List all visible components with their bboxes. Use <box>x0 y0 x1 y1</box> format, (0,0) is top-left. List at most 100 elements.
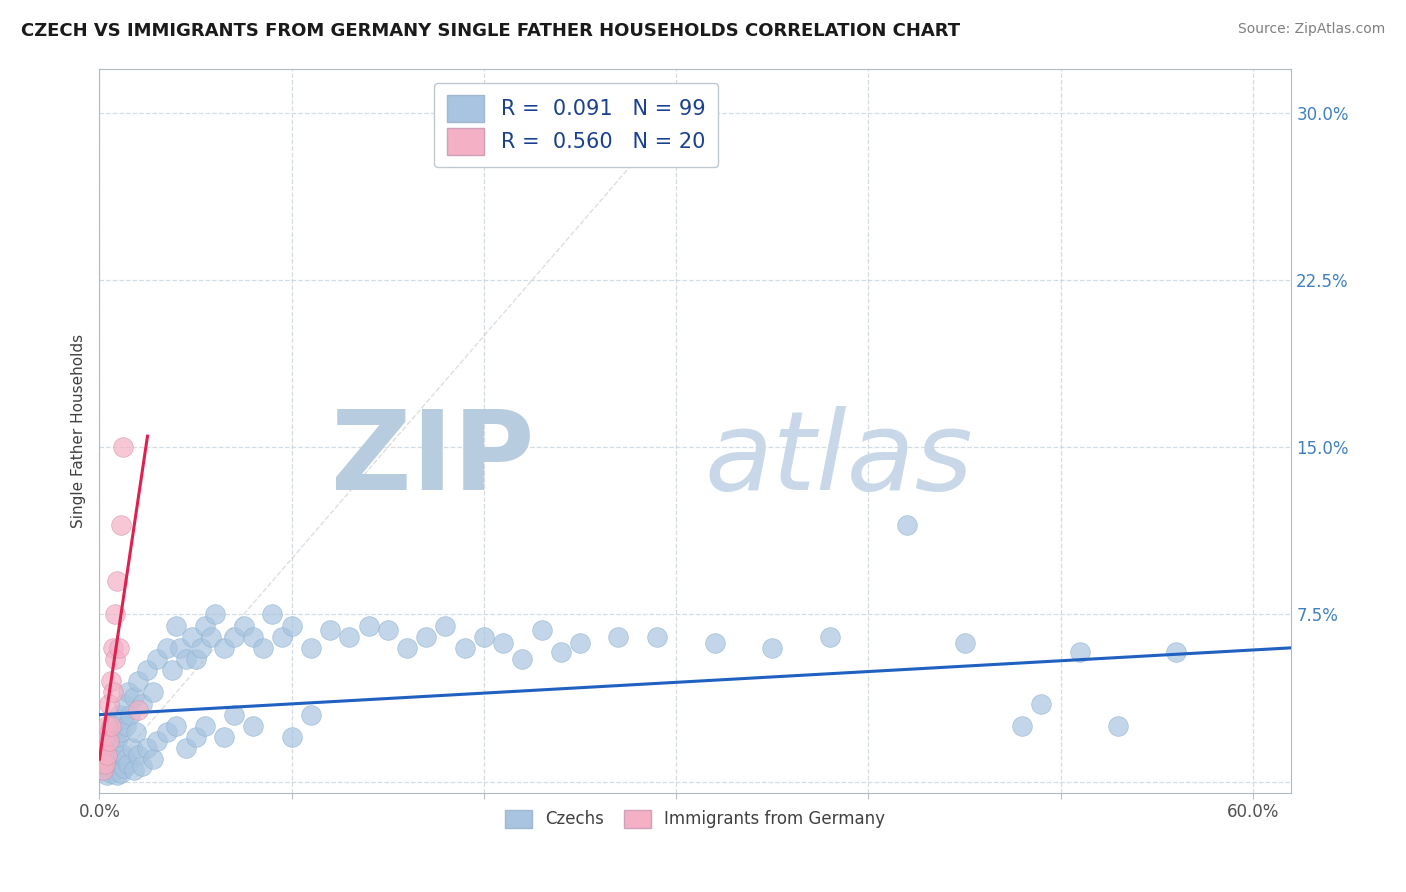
Point <box>271 630 294 644</box>
Point <box>94 747 117 762</box>
Point <box>112 761 135 775</box>
Point <box>184 730 207 744</box>
Point <box>111 440 134 454</box>
Point <box>100 674 122 689</box>
Point <box>703 636 725 650</box>
Point <box>96 747 118 762</box>
Point <box>1164 645 1187 659</box>
Point <box>280 730 302 744</box>
Point <box>512 652 534 666</box>
Point <box>204 607 226 622</box>
Point <box>299 707 322 722</box>
Point <box>222 707 245 722</box>
Legend: Czechs, Immigrants from Germany: Czechs, Immigrants from Germany <box>499 803 891 835</box>
Point <box>107 640 129 655</box>
Point <box>96 768 118 782</box>
Point <box>111 747 134 762</box>
Point <box>242 719 264 733</box>
Point <box>818 630 841 644</box>
Point <box>454 640 477 655</box>
Point <box>107 707 129 722</box>
Point <box>115 752 138 766</box>
Point <box>104 607 127 622</box>
Point <box>96 719 118 733</box>
Point <box>472 630 495 644</box>
Point <box>121 741 143 756</box>
Point <box>111 712 134 726</box>
Y-axis label: Single Father Households: Single Father Households <box>72 334 86 528</box>
Point <box>169 640 191 655</box>
Point <box>127 703 149 717</box>
Point <box>98 697 121 711</box>
Point <box>91 764 114 778</box>
Point <box>94 730 117 744</box>
Point <box>105 734 128 748</box>
Point <box>492 636 515 650</box>
Point <box>357 618 380 632</box>
Text: Source: ZipAtlas.com: Source: ZipAtlas.com <box>1237 22 1385 37</box>
Point <box>165 719 187 733</box>
Point <box>105 768 128 782</box>
Point <box>94 756 117 771</box>
Point <box>104 764 127 778</box>
Point <box>131 697 153 711</box>
Point <box>156 725 179 739</box>
Point <box>262 607 284 622</box>
Point <box>100 765 122 780</box>
Point <box>194 719 217 733</box>
Point <box>122 690 145 704</box>
Point <box>91 764 114 778</box>
Point <box>142 752 165 766</box>
Point <box>200 630 222 644</box>
Point <box>100 719 122 733</box>
Point <box>184 652 207 666</box>
Point <box>1031 697 1053 711</box>
Point <box>569 636 592 650</box>
Point <box>131 759 153 773</box>
Point <box>280 618 302 632</box>
Point <box>174 652 197 666</box>
Point <box>299 640 322 655</box>
Point <box>91 741 114 756</box>
Point <box>101 640 124 655</box>
Point <box>434 618 457 632</box>
Point <box>100 741 122 756</box>
Point <box>120 707 142 722</box>
Point <box>162 663 184 677</box>
Point <box>127 747 149 762</box>
Point <box>645 630 668 644</box>
Point <box>101 685 124 699</box>
Point <box>110 725 132 739</box>
Point <box>117 756 139 771</box>
Point <box>337 630 360 644</box>
Text: ZIP: ZIP <box>330 406 534 513</box>
Point <box>94 756 117 771</box>
Point <box>395 640 418 655</box>
Point <box>156 640 179 655</box>
Point <box>96 734 118 748</box>
Point <box>896 518 918 533</box>
Point <box>104 730 127 744</box>
Point <box>222 630 245 644</box>
Point <box>110 518 132 533</box>
Point <box>122 764 145 778</box>
Point <box>142 685 165 699</box>
Point <box>110 765 132 780</box>
Point <box>190 640 212 655</box>
Point <box>112 697 135 711</box>
Point <box>232 618 254 632</box>
Point <box>377 623 399 637</box>
Text: atlas: atlas <box>704 406 973 513</box>
Point <box>550 645 572 659</box>
Point <box>105 574 128 588</box>
Point <box>415 630 437 644</box>
Point <box>214 730 236 744</box>
Point <box>146 652 169 666</box>
Point <box>98 725 121 739</box>
Point <box>1107 719 1129 733</box>
Point <box>101 752 124 766</box>
Point <box>194 618 217 632</box>
Point <box>91 741 114 756</box>
Point <box>104 652 127 666</box>
Point <box>953 636 976 650</box>
